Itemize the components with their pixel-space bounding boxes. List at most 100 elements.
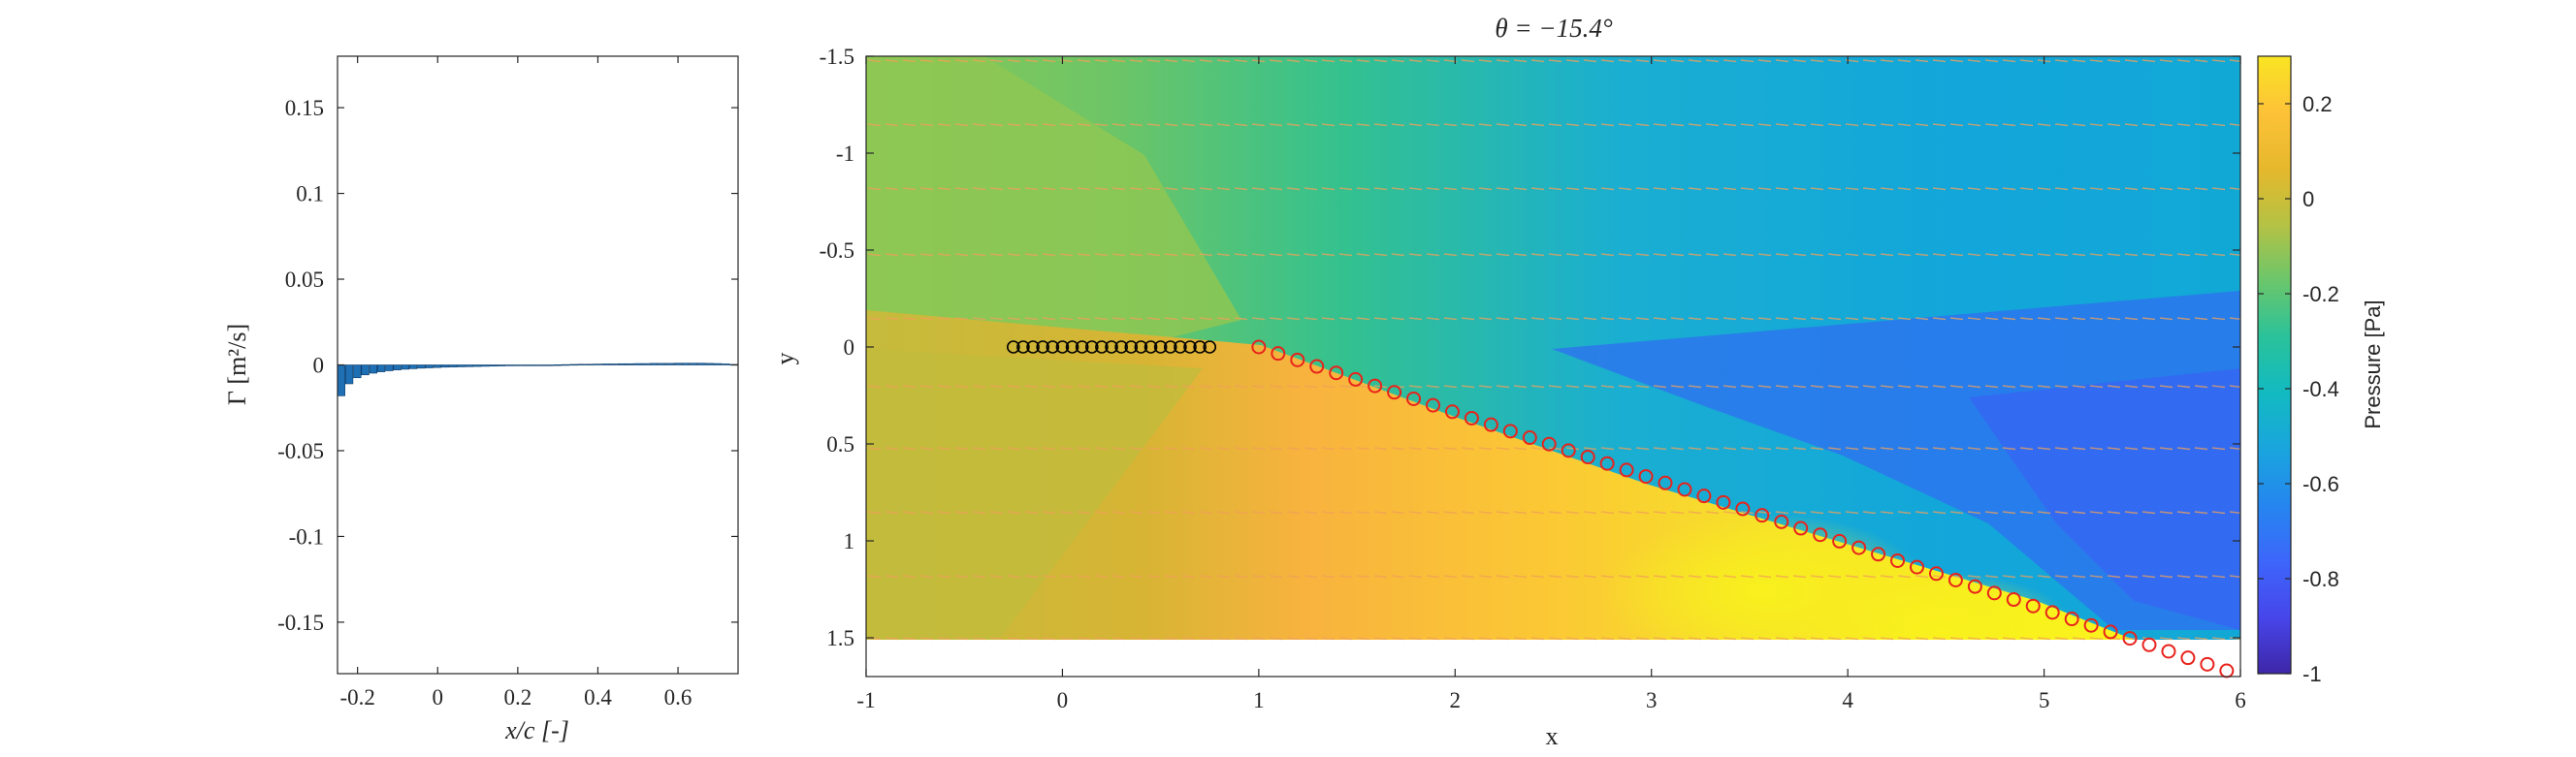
- velocity-vector: [1496, 59, 1510, 63]
- velocity-vector: [1757, 187, 1772, 191]
- velocity-vector: [1653, 575, 1667, 579]
- velocity-vector: [954, 447, 969, 451]
- wake-marker: [1348, 371, 1364, 387]
- velocity-vector: [1932, 447, 1947, 451]
- velocity-vector: [1129, 637, 1143, 641]
- velocity-vector: [1129, 123, 1143, 127]
- velocity-vector: [1269, 575, 1283, 579]
- left-y-tick-label: -0.1: [289, 524, 324, 549]
- velocity-vector: [2141, 187, 2156, 191]
- velocity-vector: [1897, 575, 1912, 579]
- velocity-vector: [867, 187, 882, 191]
- velocity-vector: [1513, 385, 1528, 389]
- velocity-vector: [2176, 575, 2191, 579]
- left-y-axis-label: Γ [m²/s]: [223, 324, 251, 405]
- velocity-vector: [1513, 187, 1528, 191]
- velocity-vector: [902, 123, 917, 127]
- foil-marker: [1203, 340, 1217, 354]
- velocity-vector: [2124, 253, 2139, 257]
- velocity-vector: [867, 511, 882, 515]
- velocity-vector: [2124, 123, 2139, 127]
- circulation-bar: [521, 364, 530, 366]
- velocity-vector: [1548, 253, 1562, 257]
- velocity-vector: [1373, 253, 1388, 257]
- velocity-vector: [1496, 637, 1510, 641]
- velocity-vector: [1932, 385, 1947, 389]
- velocity-vector: [1181, 123, 1196, 127]
- wake-marker: [2006, 592, 2021, 608]
- right-x-tick-label: -1: [856, 688, 875, 712]
- velocity-vector: [1216, 187, 1231, 191]
- velocity-vector: [2194, 317, 2208, 321]
- velocity-vector: [1042, 123, 1056, 127]
- circulation-bar: [425, 364, 434, 368]
- velocity-vector: [1146, 317, 1161, 321]
- velocity-vector: [1391, 59, 1405, 63]
- velocity-vector: [1234, 123, 1248, 127]
- velocity-vector: [1792, 59, 1807, 63]
- right-y-tick-label: 1.5: [826, 626, 854, 650]
- velocity-vector: [1338, 447, 1353, 451]
- velocity-vector: [1513, 123, 1528, 127]
- foil-marker: [1174, 340, 1187, 354]
- velocity-vector: [2037, 385, 2051, 389]
- velocity-vector: [1810, 253, 1824, 257]
- velocity-vector: [1251, 317, 1266, 321]
- velocity-vector: [1094, 511, 1109, 515]
- velocity-vector: [1600, 511, 1615, 515]
- velocity-vector: [867, 123, 882, 127]
- velocity-vector: [1792, 253, 1807, 257]
- velocity-vector: [1007, 447, 1021, 451]
- velocity-vector: [2002, 317, 2016, 321]
- velocity-vector: [1967, 385, 1981, 389]
- velocity-vector: [1740, 187, 1755, 191]
- circulation-bar: [585, 363, 595, 365]
- velocity-vector: [1932, 511, 1947, 515]
- velocity-vector: [2211, 575, 2226, 579]
- velocity-vector: [1949, 317, 1964, 321]
- velocity-vector: [937, 317, 951, 321]
- velocity-vector: [1356, 637, 1370, 641]
- left-y-tick-label: 0.1: [296, 182, 324, 206]
- velocity-vector: [2211, 187, 2226, 191]
- velocity-vector: [1461, 385, 1475, 389]
- left-y-tick-label: 0.15: [285, 96, 324, 120]
- velocity-vector: [1059, 575, 1074, 579]
- velocity-vector: [972, 59, 986, 63]
- velocity-vector: [2211, 385, 2226, 389]
- velocity-vector: [1338, 637, 1353, 641]
- velocity-vector: [1618, 447, 1632, 451]
- circulation-bar: [417, 364, 426, 369]
- velocity-vector: [1723, 187, 1737, 191]
- velocity-vector: [1897, 123, 1912, 127]
- velocity-vector: [1286, 187, 1301, 191]
- velocity-vector: [1199, 511, 1213, 515]
- velocity-vector: [972, 253, 986, 257]
- velocity-vector: [1792, 317, 1807, 321]
- outside-domain-corner: [2134, 640, 2240, 677]
- velocity-vector: [2176, 317, 2191, 321]
- velocity-vector: [1862, 447, 1877, 451]
- left-y-tick-label: 0: [313, 354, 325, 378]
- velocity-vector: [2124, 59, 2139, 63]
- right-y-tick-label: -1: [836, 142, 854, 166]
- right-x-tick-label: 4: [1842, 688, 1853, 712]
- velocity-vector: [1775, 253, 1789, 257]
- foil-vortex-markers: [1007, 340, 1217, 354]
- velocity-vector: [989, 59, 1004, 63]
- wake-marker: [1716, 494, 1731, 510]
- velocity-vector: [2194, 511, 2208, 515]
- wake-marker: [1464, 410, 1479, 426]
- velocity-vector: [919, 123, 934, 127]
- circulation-bar: [537, 364, 546, 366]
- velocity-vector: [1635, 511, 1650, 515]
- velocity-vector: [1827, 447, 1842, 451]
- velocity-vector: [2159, 385, 2174, 389]
- velocity-vector: [2107, 317, 2121, 321]
- circulation-bar: [649, 363, 659, 365]
- velocity-vector: [2072, 59, 2086, 63]
- velocity-vector: [1234, 253, 1248, 257]
- velocity-vector: [1024, 511, 1039, 515]
- velocity-vector: [1880, 575, 1894, 579]
